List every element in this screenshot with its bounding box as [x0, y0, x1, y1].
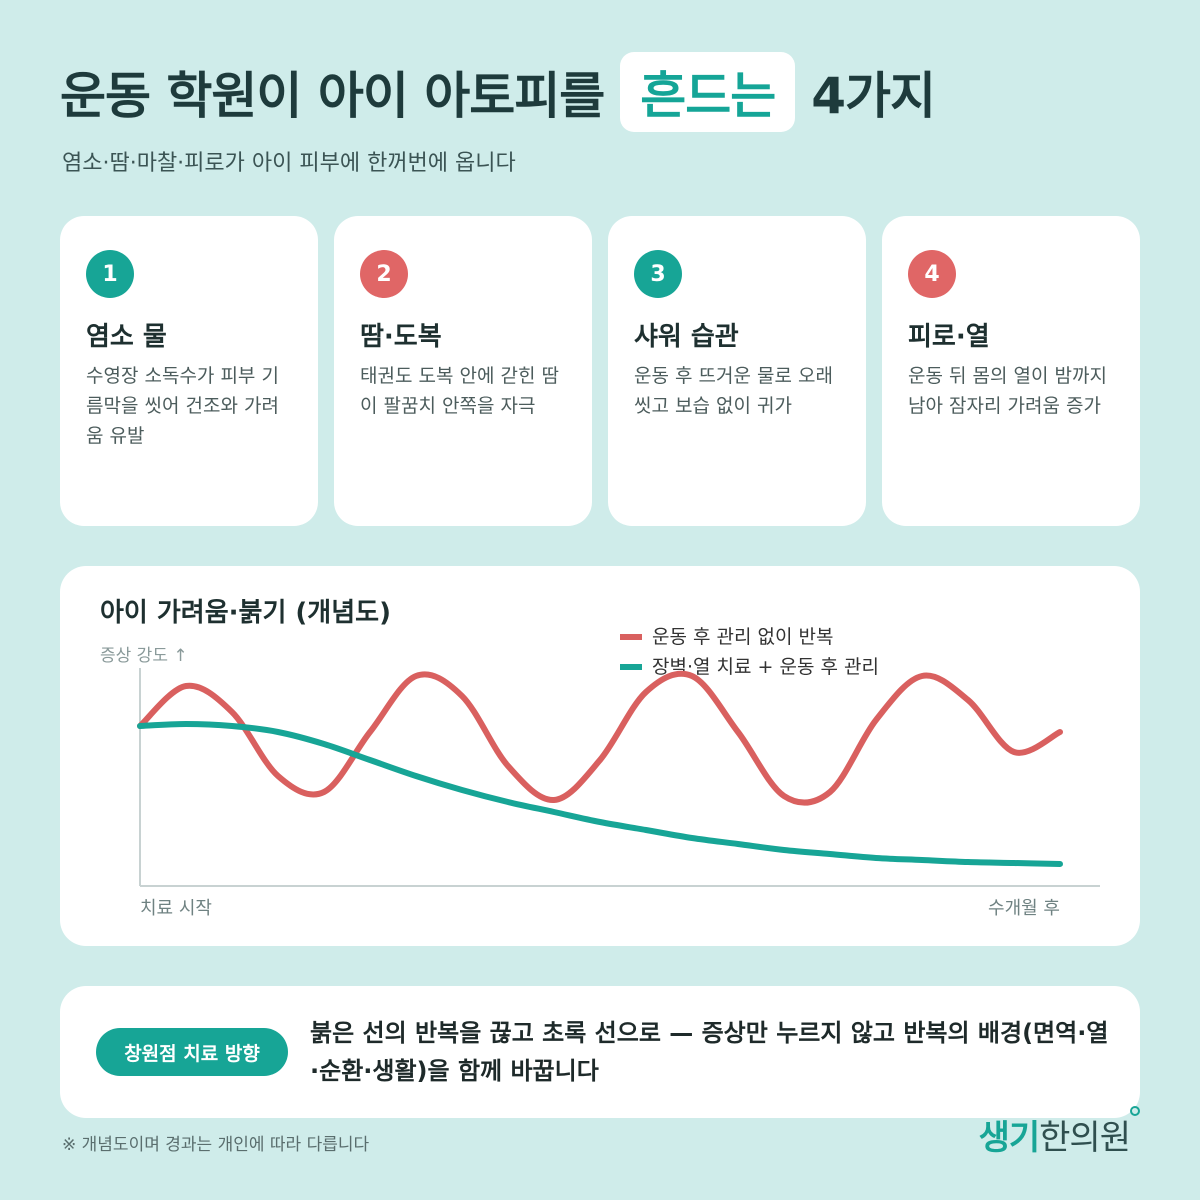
x-start-label: 치료 시작 — [140, 898, 212, 919]
treatment-text: 붉은 선의 반복을 끊고 초록 선으로 — 증상만 누르지 않고 반복의 배경(… — [310, 1019, 1109, 1085]
series-line-red — [137, 670, 1063, 806]
brand-name-part2: 한의원 — [1039, 1118, 1131, 1158]
brand-logo: 생기한의원 — [978, 1110, 1131, 1159]
series-line-teal — [137, 720, 1063, 867]
chart-card: 아이 가려움·붉기 (개념도) 증상 강도 ↑ 치료 시작 수개월 후 운동 후… — [60, 566, 1140, 946]
page-title: 운동 학원이 아이 아토피를 흔드는 4가지 — [60, 52, 936, 132]
card-description: 운동 뒤 몸의 열이 밤까지 남아 잠자리 가려움 증가 — [908, 365, 1107, 417]
card-number-badge: 3 — [634, 250, 682, 298]
y-axis-label: 증상 강도 ↑ — [100, 646, 188, 666]
treatment-badge: 창원점 치료 방향 — [96, 1028, 288, 1076]
x-end-label: 수개월 후 — [988, 898, 1060, 919]
series-layer — [137, 670, 1063, 867]
factor-cards: 1 염소 물 수영장 소독수가 피부 기름막을 씻어 건조와 가려움 유발 2 … — [60, 216, 1140, 526]
brand-dot-icon — [1130, 1106, 1140, 1116]
legend-label-teal: 장벽·열 치료 + 운동 후 관리 — [652, 656, 879, 678]
card-description: 태권도 도복 안에 갇힌 땀이 팔꿈치 안쪽을 자극 — [360, 365, 559, 417]
title-prefix: 운동 학원이 아이 아토피를 — [60, 67, 605, 125]
legend-label-red: 운동 후 관리 없이 반복 — [652, 626, 833, 648]
card-title: 피로·열 — [908, 322, 990, 352]
card-title: 땀·도복 — [360, 322, 442, 352]
concept-chart: 증상 강도 ↑ 치료 시작 수개월 후 운동 후 관리 없이 반복 장벽·열 치… — [100, 626, 1100, 919]
treatment-direction-card: 창원점 치료 방향 붉은 선의 반복을 끊고 초록 선으로 — 증상만 누르지 … — [60, 986, 1140, 1118]
card-number-badge: 4 — [908, 250, 956, 298]
card-number-badge: 2 — [360, 250, 408, 298]
card-title: 샤워 습관 — [634, 322, 739, 352]
page-subtitle: 염소·땀·마찰·피로가 아이 피부에 한꺼번에 옵니다 — [62, 151, 516, 176]
footnote: ※ 개념도이며 경과는 개인에 따라 다릅니다 — [62, 1135, 370, 1155]
factor-card-4: 4 피로·열 운동 뒤 몸의 열이 밤까지 남아 잠자리 가려움 증가 — [882, 216, 1140, 526]
card-description: 수영장 소독수가 피부 기름막을 씻어 건조와 가려움 유발 — [86, 365, 279, 447]
card-title: 염소 물 — [86, 322, 167, 352]
card-number-badge: 1 — [86, 250, 134, 298]
factor-card-3: 3 샤워 습관 운동 후 뜨거운 물로 오래 씻고 보습 없이 귀가 — [608, 216, 866, 526]
factor-card-1: 1 염소 물 수영장 소독수가 피부 기름막을 씻어 건조와 가려움 유발 — [60, 216, 318, 526]
title-suffix: 4가지 — [811, 67, 936, 125]
brand-name-part1: 생기 — [978, 1118, 1041, 1158]
factor-card-2: 2 땀·도복 태권도 도복 안에 갇힌 땀이 팔꿈치 안쪽을 자극 — [334, 216, 592, 526]
title-highlight: 흔드는 — [620, 52, 796, 132]
card-description: 운동 후 뜨거운 물로 오래 씻고 보습 없이 귀가 — [634, 365, 833, 417]
chart-title: 아이 가려움·붉기 (개념도) — [100, 598, 391, 628]
